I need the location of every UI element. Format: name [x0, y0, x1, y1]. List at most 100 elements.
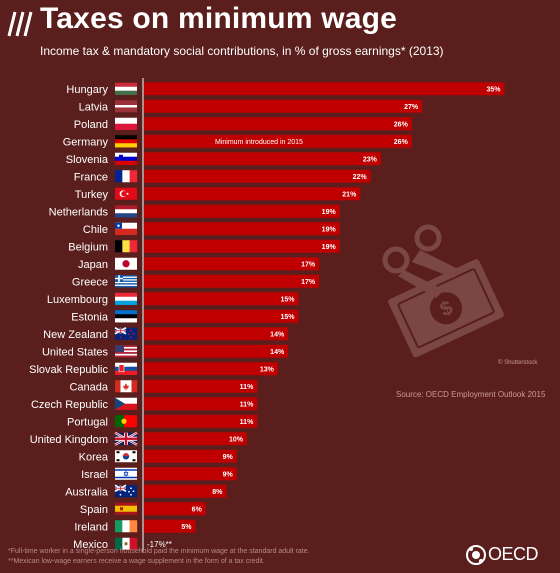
bar: [144, 344, 289, 358]
oecd-logo-icon: [466, 545, 486, 565]
value-label: 15%: [280, 296, 295, 303]
value-label: 26%: [394, 121, 409, 128]
category-label: France: [74, 171, 108, 183]
page-subtitle: Income tax & mandatory social contributi…: [40, 44, 444, 58]
value-label: 35%: [486, 86, 501, 93]
korea-flag: [115, 450, 137, 463]
bar: [144, 99, 423, 113]
bar: [144, 449, 237, 463]
hungary-flag: [115, 82, 137, 95]
spain-flag: [115, 502, 137, 515]
category-label: Luxembourg: [47, 294, 108, 306]
category-label: United States: [42, 346, 109, 358]
category-label: Belgium: [68, 241, 108, 253]
bar: [144, 257, 320, 271]
category-label: Estonia: [71, 311, 109, 323]
value-label: 22%: [353, 174, 368, 181]
germany-flag: [115, 135, 137, 148]
value-label: 27%: [404, 104, 419, 111]
category-label: Spain: [80, 504, 108, 516]
bar: [144, 239, 340, 253]
category-label: Ireland: [74, 521, 108, 533]
category-label: New Zealand: [43, 329, 108, 341]
category-label: Czech Republic: [31, 399, 109, 411]
netherlands-flag: [115, 205, 137, 218]
bar: [144, 414, 258, 428]
bars-group: Hungary 35% Latvia 27% Poland 26% Germany 26% Mi…: [29, 78, 505, 553]
category-label: Portugal: [67, 416, 108, 428]
value-label: 8%: [212, 489, 223, 496]
category-label: Hungary: [66, 84, 108, 96]
bar: [144, 502, 206, 516]
source-note: Source: OECD Employment Outlook 2015: [396, 390, 546, 399]
value-label: 11%: [240, 419, 254, 426]
footnote: *Full-time worker in a single-person hou…: [8, 548, 310, 555]
oecd-stripes-icon: [7, 11, 33, 37]
value-label: 19%: [322, 244, 337, 251]
value-label: 19%: [322, 209, 337, 216]
oecd-logo-text: OECD: [488, 544, 539, 564]
bar: [144, 152, 381, 166]
france-flag: [115, 170, 138, 183]
new-zealand-flag: [114, 327, 137, 340]
bar: [144, 519, 196, 533]
mexico-flag: [115, 537, 138, 550]
value-label: 17%: [301, 261, 316, 268]
value-label: 9%: [223, 471, 234, 478]
bar: [144, 222, 340, 236]
united-states-flag: [115, 345, 137, 358]
value-label: 11%: [240, 401, 254, 408]
bar-annotation: Minimum introduced in 2015: [215, 139, 303, 146]
category-label: Mexico: [73, 539, 108, 551]
category-label: Germany: [63, 136, 109, 148]
greece-flag: [115, 275, 137, 288]
bar: [144, 134, 412, 148]
bar: [144, 82, 505, 96]
bar: [144, 169, 371, 183]
value-label: -17%**: [147, 540, 172, 549]
category-label: Netherlands: [49, 206, 109, 218]
value-label: 23%: [363, 156, 378, 163]
image-credit: © Shutterstock: [498, 360, 538, 366]
bar: [144, 117, 412, 131]
category-label: Greece: [72, 276, 108, 288]
value-label: 6%: [192, 506, 203, 513]
chile-flag: [115, 222, 137, 235]
latvia-flag: [115, 100, 137, 113]
bar: [144, 379, 258, 393]
ireland-flag: [115, 520, 138, 533]
slovenia-flag: [115, 152, 137, 165]
portugal-flag: [115, 415, 137, 428]
value-label: 21%: [342, 191, 357, 198]
turkey-flag: [115, 187, 137, 200]
page-title: Taxes on minimum wage: [40, 2, 398, 35]
category-label: Turkey: [75, 189, 109, 201]
category-label: United Kingdom: [30, 434, 108, 446]
estonia-flag: [115, 310, 137, 323]
category-label: Slovak Republic: [29, 364, 108, 376]
value-label: 10%: [229, 436, 244, 443]
category-label: Chile: [83, 224, 108, 236]
value-label: 19%: [322, 226, 337, 233]
value-label: 5%: [181, 524, 192, 531]
footnote: **Mexican low-wage earners receive a wag…: [8, 558, 265, 565]
value-label: 9%: [223, 454, 234, 461]
value-label: 26%: [394, 139, 409, 146]
united-kingdom-flag: [114, 431, 138, 446]
belgium-flag: [115, 240, 138, 253]
category-label: Canada: [69, 381, 108, 393]
bar: [144, 432, 247, 446]
bar: [144, 204, 340, 218]
category-label: Slovenia: [66, 154, 109, 166]
poland-flag: [115, 117, 137, 130]
value-label: 13%: [260, 366, 275, 373]
bar: [144, 467, 237, 481]
category-label: Poland: [74, 119, 108, 131]
value-label: 14%: [270, 349, 285, 356]
japan-flag: [115, 257, 137, 270]
value-label: 14%: [270, 331, 285, 338]
scissors-money-illustration: $: [382, 224, 504, 358]
canada-flag: [115, 380, 138, 393]
